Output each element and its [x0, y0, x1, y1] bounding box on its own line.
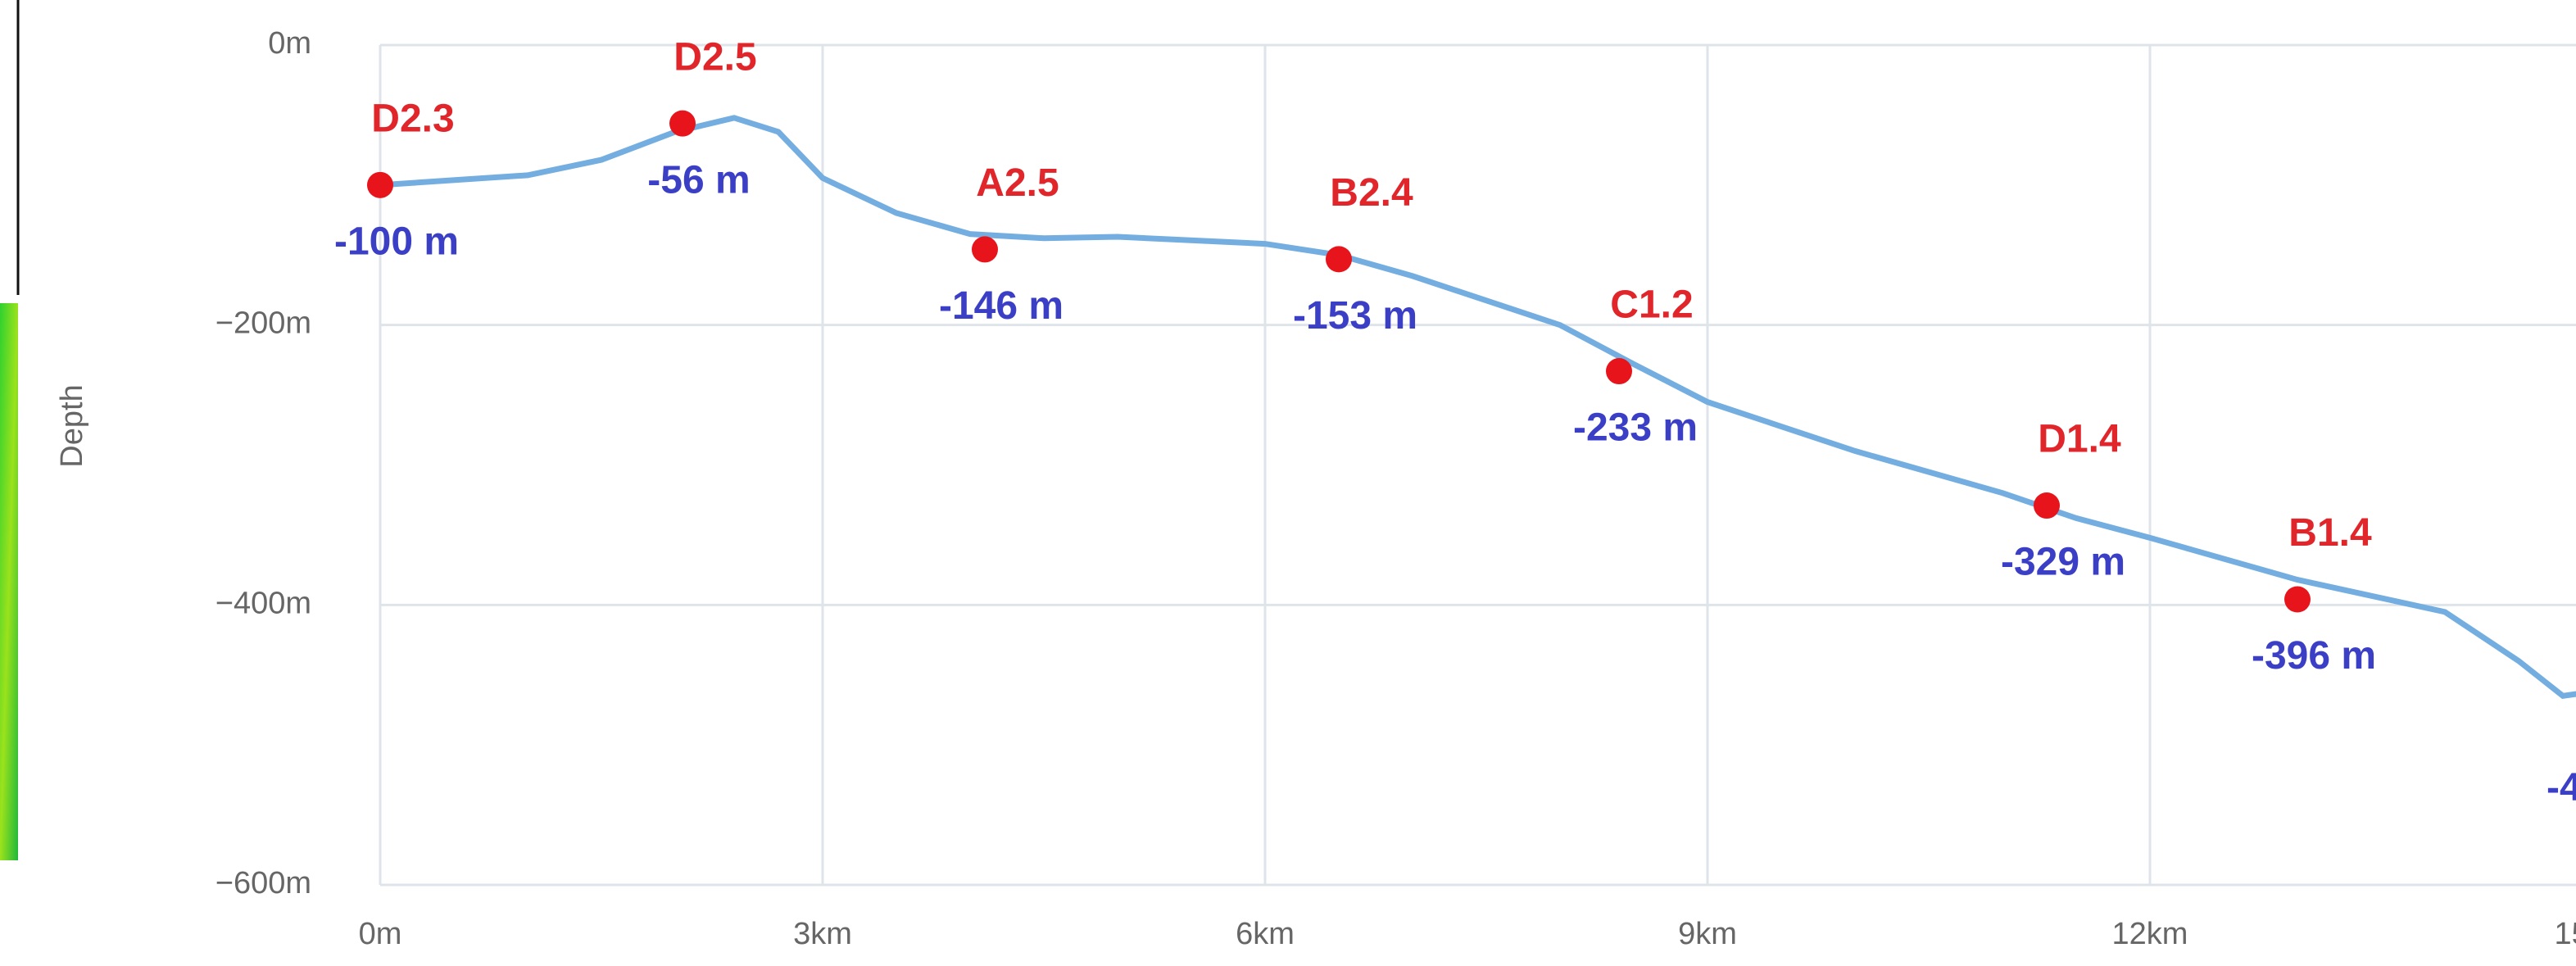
depth-label: -153 m [1293, 294, 1417, 338]
station-code: B2.4 [1330, 171, 1413, 215]
station-dot [669, 110, 696, 137]
depth-label: -396 m [2252, 634, 2376, 678]
y-tick-label: −400m [215, 586, 311, 620]
depth-label: -146 m [939, 284, 1064, 328]
profile-line [379, 115, 2576, 700]
depth-label: -329 m [2001, 541, 2125, 584]
station-dot [2034, 492, 2060, 519]
station-code: D2.5 [673, 35, 756, 79]
x-tick-label: 0m [359, 917, 402, 951]
station-dot [1326, 246, 1352, 273]
y-tick-label: −600m [215, 866, 311, 900]
station-code: D2.3 [371, 98, 454, 141]
station-code: B1.4 [2288, 511, 2372, 555]
side-strip [0, 303, 18, 860]
station-dot [2284, 586, 2311, 613]
depth-label: -56 m [647, 158, 750, 202]
station-code: A2.5 [976, 161, 1059, 205]
station-dot [972, 236, 998, 263]
station-dot [1606, 358, 1632, 385]
depth-label: -490 m [2547, 766, 2576, 810]
station-code: C1.2 [1610, 283, 1693, 327]
x-tick-label: 15km [2555, 917, 2576, 951]
x-tick-label: 3km [793, 917, 852, 951]
y-tick-label: 0m [268, 26, 311, 61]
station-dot [367, 171, 393, 198]
depth-label: -233 m [1573, 406, 1698, 450]
y-axis-label: Depth [55, 384, 89, 467]
station-code: D1.4 [2038, 418, 2121, 461]
x-tick-label: 12km [2112, 917, 2188, 951]
depth-label: -100 m [334, 220, 459, 264]
y-tick-label: −200m [215, 306, 311, 341]
x-tick-label: 6km [1236, 917, 1295, 951]
x-tick-label: 9km [1678, 917, 1737, 951]
